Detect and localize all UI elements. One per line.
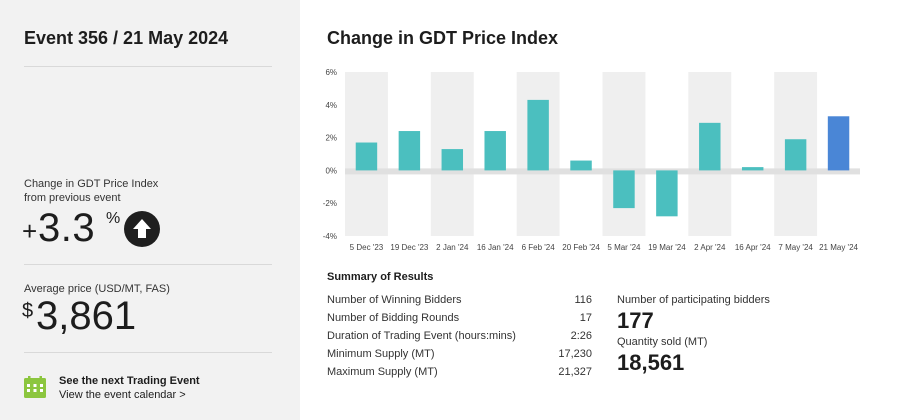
- y-tick-label: 4%: [325, 101, 337, 110]
- chart-bar: [656, 170, 678, 217]
- change-value: 3.3: [38, 206, 96, 250]
- chart-column-band: [602, 72, 646, 236]
- price-value: 3,861: [36, 294, 137, 338]
- x-tick-label: 16 Apr '24: [735, 243, 771, 252]
- price-label: Average price (USD/MT, FAS): [24, 283, 170, 295]
- next-event-title: See the next Trading Event: [59, 375, 200, 387]
- summary-row-value: 17: [579, 312, 592, 324]
- summary-row: Number of Bidding Rounds 17: [327, 312, 592, 326]
- summary-row-label: Minimum Supply (MT): [327, 348, 435, 360]
- chart-bar: [484, 131, 506, 171]
- divider: [24, 66, 272, 67]
- change-sign: +: [22, 216, 38, 246]
- change-unit: %: [106, 210, 121, 227]
- x-tick-label: 7 May '24: [778, 243, 813, 252]
- bidders-label: Number of participating bidders: [617, 294, 770, 306]
- x-tick-label: 19 Dec '23: [390, 243, 429, 252]
- chart-bar: [699, 122, 721, 171]
- chart-bar: [441, 149, 464, 171]
- summary-row-label: Number of Bidding Rounds: [327, 312, 460, 324]
- y-tick-label: 0%: [325, 166, 337, 175]
- summary-row: Minimum Supply (MT) 17,230: [327, 348, 592, 362]
- y-tick-label: -2%: [323, 199, 337, 208]
- chart-bar: [784, 139, 807, 171]
- arrow-up-icon: [124, 211, 160, 247]
- x-tick-label: 21 May '24: [819, 243, 858, 252]
- change-sublabel: from previous event: [24, 192, 121, 204]
- quantity-sold-value: 18,561: [617, 350, 685, 375]
- gdt-index-chart: -4% -2% 0% 2% 4% 6% 5 Dec '23 19 Dec '23 2 Jan '…: [323, 68, 860, 252]
- x-tick-label: 5 Mar '24: [607, 243, 641, 252]
- chart-bar: [355, 142, 378, 171]
- x-tick-label: 6 Feb '24: [522, 243, 556, 252]
- x-tick-label: 2 Jan '24: [436, 243, 469, 252]
- summary-row: Maximum Supply (MT) 21,327: [327, 366, 592, 380]
- chart-bar: [827, 116, 850, 171]
- chart-bar: [527, 99, 549, 171]
- x-tick-label: 16 Jan '24: [477, 243, 514, 252]
- x-tick-label: 19 Mar '24: [648, 243, 686, 252]
- chart-bar: [613, 170, 635, 209]
- summary-row: Duration of Trading Event (hours:mins) 2:…: [327, 330, 592, 344]
- summary-row-value: 2:26: [570, 330, 592, 342]
- event-calendar-link[interactable]: View the event calendar >: [59, 389, 186, 401]
- event-summary-panel: Event 356 / 21 May 2024 Change in GDT Pr…: [0, 0, 300, 420]
- summary-row-label: Number of Winning Bidders: [327, 294, 462, 306]
- divider: [24, 264, 272, 265]
- quantity-sold-label: Quantity sold (MT): [617, 336, 708, 348]
- summary-title: Summary of Results: [327, 271, 434, 283]
- summary-row-value: 17,230: [558, 348, 592, 360]
- y-tick-label: -4%: [323, 232, 337, 241]
- chart-bar: [741, 167, 764, 171]
- x-tick-label: 20 Feb '24: [562, 243, 600, 252]
- summary-row: Number of Winning Bidders 116: [327, 294, 592, 308]
- y-tick-label: 2%: [325, 134, 337, 143]
- summary-row-value: 116: [574, 294, 592, 306]
- chart-bar: [570, 160, 592, 171]
- event-title: Event 356 / 21 May 2024: [24, 28, 229, 48]
- x-tick-label: 2 Apr '24: [694, 243, 726, 252]
- price-currency: $: [22, 300, 34, 322]
- x-tick-label: 5 Dec '23: [350, 243, 384, 252]
- summary-row-value: 21,327: [558, 366, 592, 378]
- divider: [24, 352, 272, 353]
- summary-row-label: Maximum Supply (MT): [327, 366, 438, 378]
- calendar-icon[interactable]: [24, 376, 46, 398]
- chart-bar: [398, 131, 421, 171]
- y-tick-label: 6%: [325, 68, 337, 77]
- chart-title: Change in GDT Price Index: [327, 28, 559, 48]
- zero-line: [345, 168, 860, 175]
- bidders-value: 177: [617, 308, 654, 333]
- change-label: Change in GDT Price Index: [24, 178, 159, 190]
- summary-row-label: Duration of Trading Event (hours:mins): [327, 330, 516, 342]
